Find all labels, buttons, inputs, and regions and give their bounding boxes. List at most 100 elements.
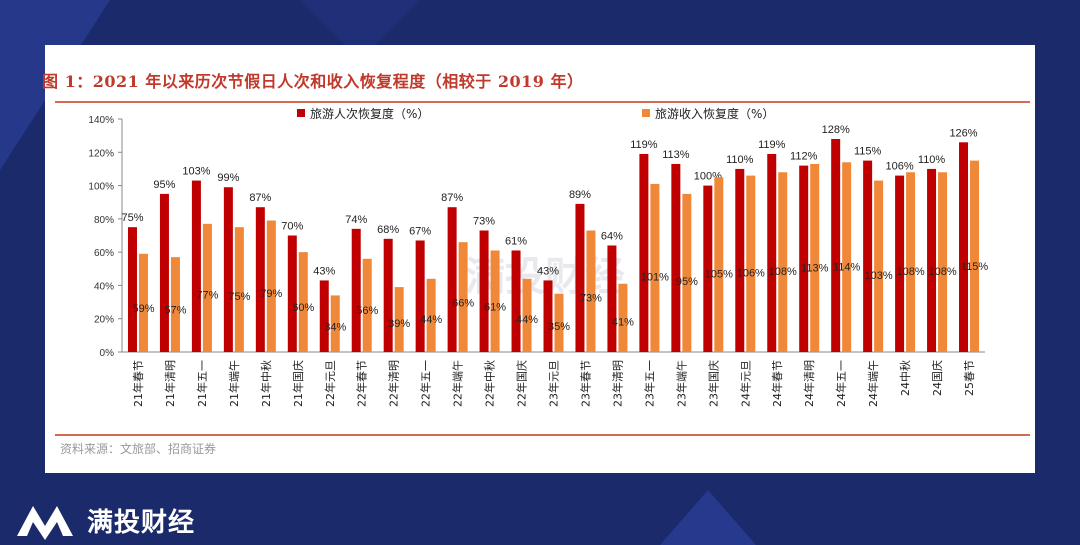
data-label-visits: 43% [313, 265, 335, 277]
x-tick-label: 23年元旦 [547, 360, 561, 407]
bar-series-visits [543, 280, 553, 352]
bar-series-visits [927, 168, 937, 352]
x-tick-label: 24年五一 [834, 360, 848, 407]
data-label-visits: 64% [601, 230, 623, 242]
bar-series-revenue [810, 163, 820, 352]
bar-series-visits [735, 168, 745, 352]
bar-series-visits [191, 180, 201, 352]
data-label-visits: 110% [726, 154, 754, 166]
x-tick-label: 23年五一 [642, 360, 656, 407]
y-tick-label: 0% [100, 348, 115, 359]
x-tick-label: 21年春节 [131, 360, 145, 407]
data-label-visits: 67% [409, 225, 431, 237]
x-tick-label: 22年春节 [355, 360, 369, 407]
bar-series-revenue [266, 220, 276, 352]
bar-series-visits [287, 235, 297, 352]
bar-series-revenue [490, 250, 500, 352]
bar-series-revenue [138, 253, 148, 352]
bar-series-visits [671, 163, 681, 352]
data-label-revenue: 39% [388, 318, 410, 330]
data-label-revenue: 75% [228, 291, 250, 303]
data-label-revenue: 114% [833, 262, 861, 274]
bar-series-revenue [970, 160, 980, 352]
bar-series-visits [959, 142, 969, 352]
data-label-revenue: 61% [484, 301, 506, 313]
data-label-revenue: 44% [420, 314, 442, 326]
x-tick-label: 24年春节 [770, 360, 784, 407]
data-label-visits: 75% [121, 212, 143, 224]
data-label-revenue: 73% [580, 292, 602, 304]
x-tick-label: 22年五一 [419, 360, 433, 407]
bar-series-revenue [170, 257, 180, 352]
x-tick-label: 22年国庆 [515, 360, 529, 407]
legend-label-visits: 旅游人次恢复度（%） [310, 106, 429, 121]
footer-divider [55, 434, 1030, 436]
y-tick-label: 120% [88, 148, 114, 159]
bar-series-revenue [362, 258, 372, 352]
data-label-revenue: 115% [961, 261, 989, 273]
bar-series-revenue [714, 177, 724, 352]
data-label-visits: 99% [217, 172, 239, 184]
bar-series-visits [415, 240, 425, 352]
bar-series-visits [607, 245, 617, 352]
data-label-revenue: 113% [801, 262, 829, 274]
data-label-revenue: 105% [705, 268, 733, 280]
data-label-revenue: 34% [324, 322, 346, 334]
bar-series-visits [575, 203, 585, 352]
data-label-revenue: 41% [612, 316, 634, 328]
x-tick-label: 24年端午 [866, 360, 880, 407]
background-shape [660, 490, 756, 545]
x-tick-label: 24年元旦 [738, 360, 752, 407]
data-label-visits: 95% [153, 179, 175, 191]
bar-series-visits [383, 238, 393, 352]
x-tick-label: 23年端午 [674, 360, 688, 407]
bar-series-revenue [298, 252, 308, 352]
x-tick-label: 22年端午 [451, 360, 465, 407]
bar-series-revenue [458, 242, 468, 352]
bar-series-visits [127, 227, 137, 352]
bar-series-revenue [650, 183, 660, 352]
x-tick-label: 23年清明 [610, 360, 624, 407]
legend-swatch-revenue [642, 109, 650, 117]
source-note: 资料来源：文旅部、招商证券 [60, 442, 217, 456]
x-tick-label: 21年端午 [227, 360, 241, 407]
bar-series-revenue [874, 180, 884, 352]
data-label-revenue: 77% [196, 289, 218, 301]
data-label-revenue: 56% [356, 305, 378, 317]
x-tick-label: 23年春节 [578, 360, 592, 407]
y-tick-label: 40% [94, 281, 114, 292]
data-label-visits: 113% [662, 149, 690, 161]
x-tick-label: 23年国庆 [706, 360, 720, 407]
bar-series-revenue [842, 162, 852, 352]
bar-series-revenue [426, 278, 436, 352]
x-tick-label: 24中秋 [898, 360, 912, 396]
x-tick-label: 22年清明 [387, 360, 401, 407]
data-label-visits: 128% [822, 124, 850, 136]
data-label-visits: 61% [505, 235, 527, 247]
x-tick-label: 21年国庆 [291, 360, 305, 407]
data-label-revenue: 79% [260, 288, 282, 300]
data-label-visits: 110% [918, 154, 946, 166]
data-label-visits: 119% [758, 139, 786, 151]
data-label-visits: 126% [949, 127, 977, 139]
bar-series-visits [831, 138, 841, 352]
bar-series-revenue [330, 295, 340, 352]
x-tick-label: 21年中秋 [259, 360, 273, 407]
data-label-revenue: 101% [641, 271, 669, 283]
bar-series-visits [447, 207, 457, 352]
data-label-visits: 112% [790, 151, 818, 163]
bar-series-revenue [682, 193, 692, 352]
bar-series-visits [479, 230, 489, 352]
y-tick-label: 80% [94, 215, 114, 226]
brand: 满投财经 [15, 500, 195, 540]
bar-series-revenue [554, 293, 564, 352]
data-label-revenue: 35% [548, 321, 570, 333]
bar-series-visits [639, 153, 649, 352]
x-tick-label: 22年中秋 [483, 360, 497, 407]
data-label-revenue: 106% [737, 268, 765, 280]
x-tick-label: 21年清明 [163, 360, 177, 407]
x-tick-label: 24国庆 [930, 360, 944, 396]
data-label-visits: 115% [854, 146, 882, 158]
data-label-revenue: 60% [292, 302, 314, 314]
x-tick-label: 25春节 [963, 360, 976, 396]
